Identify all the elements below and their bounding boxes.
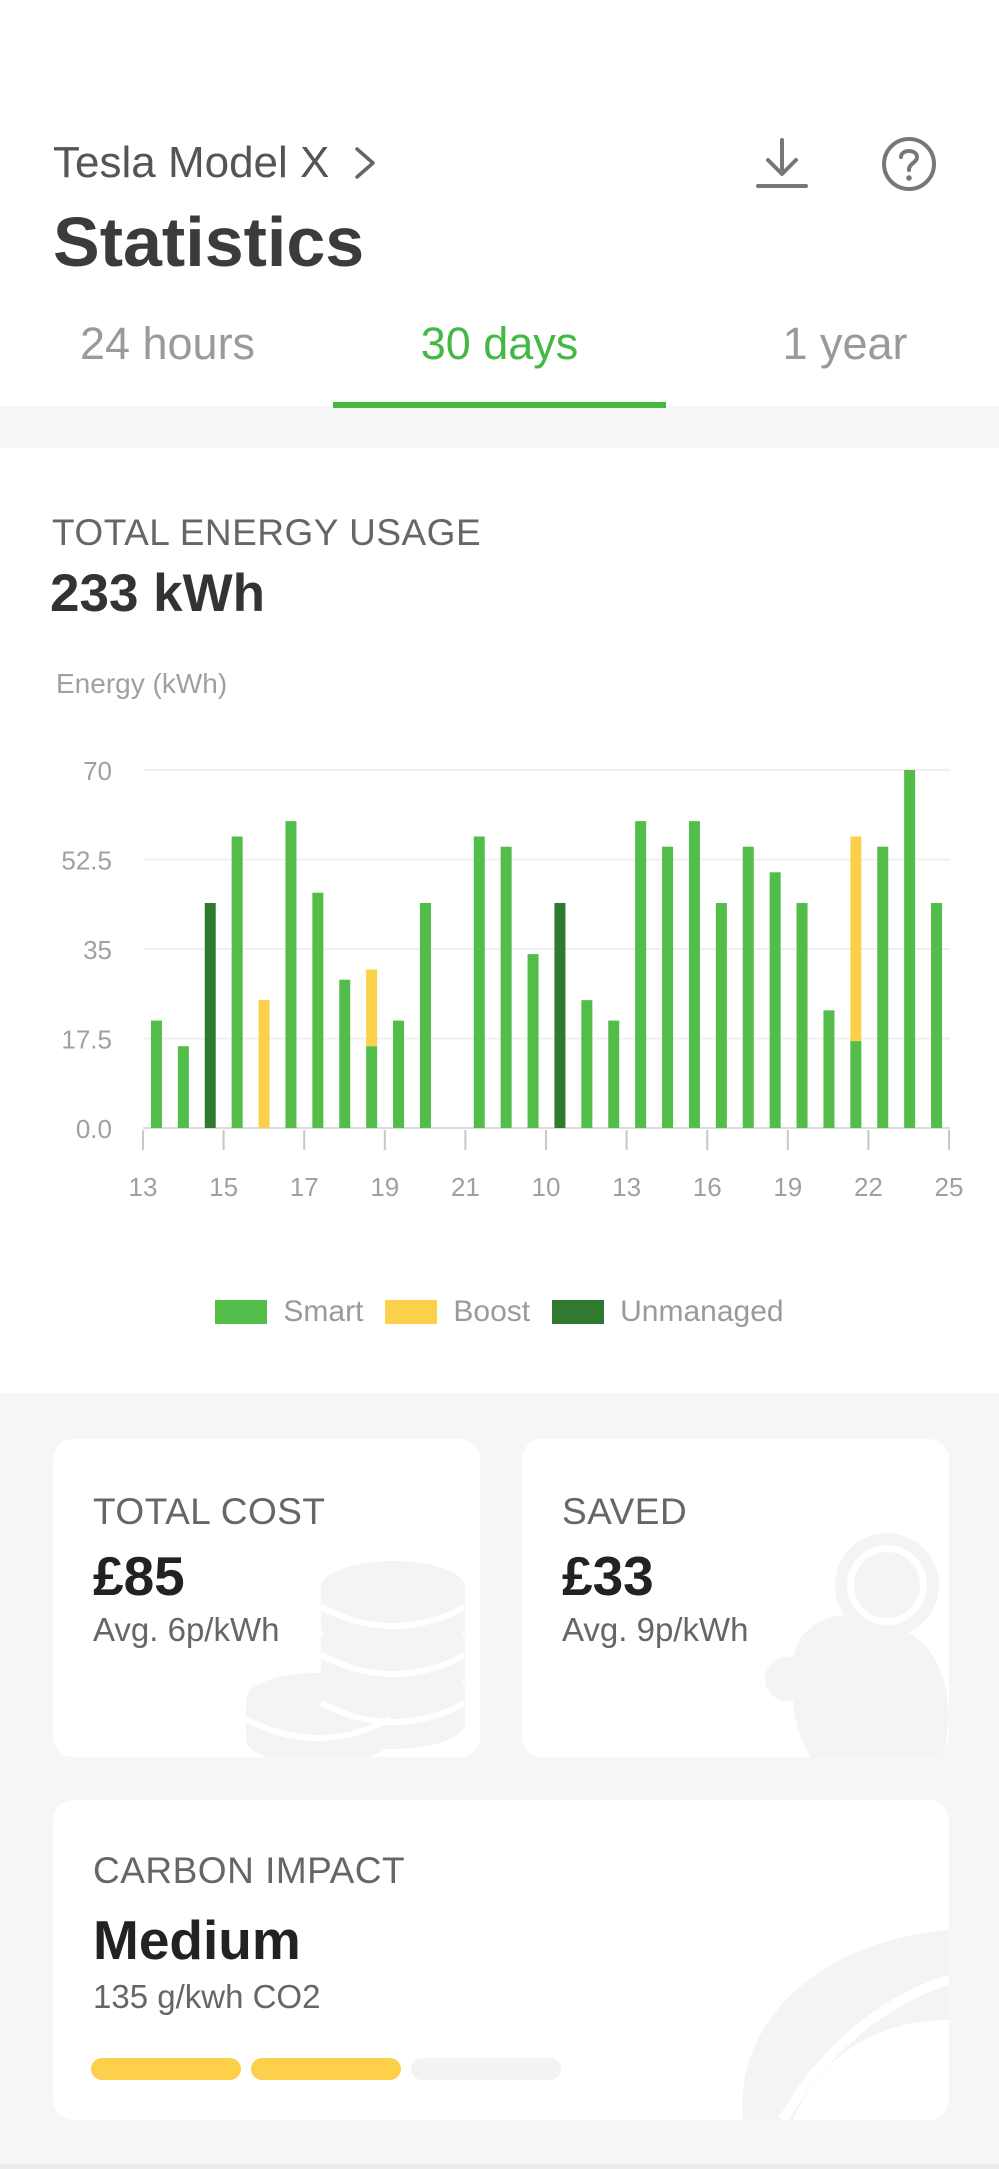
active-tab-indicator — [333, 402, 666, 408]
energy-chart-card — [0, 448, 999, 1393]
bar-smart — [366, 1046, 378, 1128]
carbon-impact-label: CARBON IMPACT — [93, 1850, 406, 1891]
bar-unmanaged — [554, 902, 566, 1128]
x-tick-label: 10 — [532, 1172, 561, 1202]
x-tick-label: 17 — [290, 1172, 319, 1202]
bar-smart — [715, 902, 727, 1128]
vehicle-name: Tesla Model X — [53, 138, 330, 187]
bar-smart — [688, 821, 700, 1128]
bar-smart — [312, 892, 324, 1128]
x-tick-label: 15 — [209, 1172, 238, 1202]
bar-smart — [796, 902, 808, 1128]
chevron-right-icon — [355, 147, 376, 179]
vehicle-selector[interactable]: Tesla Model X — [53, 138, 381, 188]
bar-smart — [769, 872, 781, 1128]
y-tick-label: 35 — [83, 935, 112, 965]
x-tick-label: 21 — [451, 1172, 480, 1202]
bar-boost — [850, 836, 862, 1042]
page-title: Statistics — [53, 203, 365, 281]
tab-30-days[interactable]: 30 days — [420, 318, 579, 369]
total-cost-label: TOTAL COST — [93, 1491, 326, 1532]
bar-smart — [393, 1020, 405, 1128]
legend-swatch-boost — [385, 1300, 438, 1324]
bar-smart — [150, 1020, 162, 1128]
x-tick-label: 25 — [935, 1172, 964, 1202]
y-tick-label: 52.5 — [61, 846, 112, 876]
x-tick-label: 13 — [129, 1172, 158, 1202]
bar-smart — [419, 902, 431, 1128]
bar-smart — [904, 770, 916, 1128]
chart-legend: Smart Boost Unmanaged — [0, 1292, 999, 1332]
bottom-divider — [0, 2164, 999, 2169]
legend-item-unmanaged[interactable]: Unmanaged — [552, 1295, 784, 1329]
legend-item-smart[interactable]: Smart — [215, 1295, 363, 1329]
period-tabs: 24 hours 30 days 1 year — [0, 318, 999, 408]
bar-smart — [850, 1041, 862, 1128]
legend-swatch-unmanaged — [552, 1300, 605, 1324]
bar-smart — [823, 1010, 835, 1128]
x-tick-label: 16 — [693, 1172, 722, 1202]
x-tick-label: 19 — [370, 1172, 399, 1202]
y-tick-label: 17.5 — [61, 1025, 112, 1055]
total-cost-average: Avg. 6p/kWh — [93, 1611, 280, 1648]
y-tick-label: 0.0 — [76, 1114, 112, 1144]
header: Tesla Model X Statistics 24 hours 30 day… — [0, 0, 999, 408]
carbon-impact-card[interactable]: CARBON IMPACT Medium 135 g/kwh CO2 — [53, 1800, 949, 2120]
x-tick-label: 22 — [854, 1172, 883, 1202]
energy-usage-value: 233 kWh — [50, 564, 266, 623]
bar-smart — [285, 821, 297, 1128]
energy-usage-label: TOTAL ENERGY USAGE — [52, 512, 482, 553]
legend-label-smart: Smart — [283, 1295, 364, 1328]
bar-unmanaged — [204, 902, 216, 1128]
piggy-bank-icon — [765, 1533, 949, 1757]
bar-smart — [527, 954, 539, 1128]
carbon-meter-segment-1 — [91, 2058, 241, 2080]
bar-smart — [931, 902, 943, 1128]
coins-icon — [244, 1561, 467, 1757]
bar-smart — [742, 846, 754, 1128]
legend-item-boost[interactable]: Boost — [385, 1295, 530, 1329]
tab-1-year[interactable]: 1 year — [782, 318, 908, 369]
saved-card[interactable]: SAVED £33 Avg. 9p/kWh — [522, 1439, 949, 1757]
bar-smart — [473, 836, 485, 1128]
help-circle-icon[interactable] — [877, 132, 941, 196]
bar-smart — [231, 836, 243, 1128]
bar-smart — [339, 979, 351, 1128]
bar-smart — [581, 1000, 593, 1128]
saved-label: SAVED — [562, 1491, 688, 1532]
bar-boost — [366, 969, 378, 1047]
total-cost-value: £85 — [93, 1545, 185, 1607]
download-icon[interactable] — [750, 132, 814, 196]
energy-bar-chart: 0.0 17.5 35 52.5 70 13 15 17 19 21 10 13 16 19 22 25 — [61, 756, 964, 1202]
leaf-icon — [742, 1930, 949, 2120]
bar-smart — [635, 821, 647, 1128]
bar-smart — [500, 846, 512, 1128]
y-axis-title: Energy (kWh) — [56, 668, 228, 699]
carbon-meter-segment-2 — [251, 2058, 401, 2080]
carbon-meter-segment-3 — [411, 2058, 561, 2080]
bar-boost — [258, 1000, 270, 1128]
x-tick-label: 19 — [773, 1172, 802, 1202]
bar-smart — [608, 1020, 620, 1128]
x-tick-label: 13 — [612, 1172, 641, 1202]
legend-label-boost: Boost — [453, 1295, 531, 1328]
y-tick-label: 70 — [83, 756, 112, 786]
legend-label-unmanaged: Unmanaged — [620, 1295, 784, 1328]
carbon-impact-value: Medium — [93, 1909, 301, 1971]
total-cost-card[interactable]: TOTAL COST £85 Avg. 6p/kWh — [53, 1439, 480, 1757]
tab-24-hours[interactable]: 24 hours — [79, 318, 256, 369]
carbon-impact-intensity: 135 g/kwh CO2 — [93, 1978, 321, 2015]
bar-smart — [177, 1046, 189, 1128]
legend-swatch-smart — [215, 1300, 268, 1324]
bar-smart — [877, 846, 889, 1128]
saved-average: Avg. 9p/kWh — [562, 1611, 749, 1648]
bar-smart — [662, 846, 674, 1128]
saved-value: £33 — [562, 1545, 654, 1607]
